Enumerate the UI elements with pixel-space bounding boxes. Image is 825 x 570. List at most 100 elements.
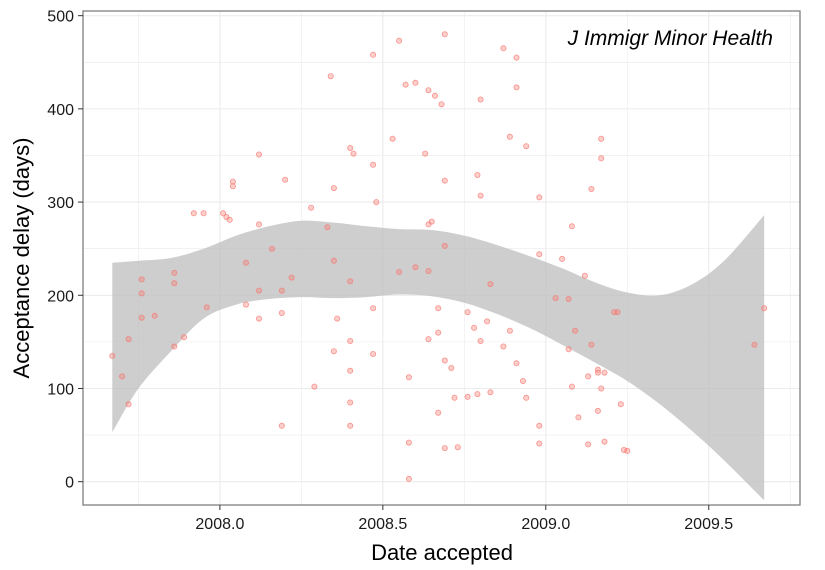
data-point (278, 287, 285, 294)
data-point (506, 327, 513, 334)
data-point (474, 391, 481, 398)
y-tick-label: 500 (47, 9, 74, 26)
data-point (242, 301, 249, 308)
data-point (559, 255, 566, 262)
data-point (536, 251, 543, 258)
data-point (268, 245, 275, 252)
y-axis-title: Acceptance delay (days) (9, 138, 34, 379)
data-point (448, 364, 455, 371)
x-tick-label: 2008.0 (195, 516, 244, 533)
data-point (396, 37, 403, 44)
data-point (484, 318, 491, 325)
data-point (119, 373, 126, 380)
data-point (347, 367, 354, 374)
panel-border (82, 10, 801, 506)
data-point (601, 438, 608, 445)
data-point (350, 150, 357, 157)
data-point (565, 346, 572, 353)
data-point (751, 341, 758, 348)
y-tick-label: 100 (47, 381, 74, 398)
data-point (477, 192, 484, 199)
data-point (278, 422, 285, 429)
data-point (229, 178, 236, 185)
data-point (761, 305, 768, 312)
data-point (373, 199, 380, 206)
data-point (330, 185, 337, 192)
data-point (565, 295, 572, 302)
data-point (425, 221, 432, 228)
data-point (617, 401, 624, 408)
data-point (588, 185, 595, 192)
data-point (412, 264, 419, 271)
data-point (464, 309, 471, 316)
data-point (422, 150, 429, 157)
data-point (425, 87, 432, 94)
data-point (552, 295, 559, 302)
data-point (523, 143, 530, 150)
data-point (347, 399, 354, 406)
scatter-points (109, 31, 768, 482)
data-point (477, 337, 484, 344)
data-point (441, 242, 448, 249)
data-point (513, 84, 520, 91)
x-tick-label: 2008.5 (358, 516, 407, 533)
data-point (282, 176, 289, 183)
data-point (151, 312, 158, 319)
data-point (138, 276, 145, 283)
data-point (171, 269, 178, 276)
x-tick-label: 2009.5 (684, 516, 733, 533)
data-point (513, 360, 520, 367)
data-point (451, 394, 458, 401)
data-point (575, 414, 582, 421)
data-point (255, 151, 262, 158)
data-point (441, 31, 448, 38)
data-point (431, 92, 438, 99)
data-point (523, 394, 530, 401)
x-axis: 2008.0 2008.5 2009.0 2009.5 (195, 505, 733, 533)
data-point (624, 447, 631, 454)
data-point (255, 287, 262, 294)
data-point (500, 343, 507, 350)
data-point (581, 272, 588, 279)
data-point (327, 73, 334, 80)
y-tick-label: 200 (47, 288, 74, 305)
data-point (614, 309, 621, 316)
data-point (242, 259, 249, 266)
smooth-confidence-band (112, 215, 765, 501)
data-point (402, 81, 409, 88)
data-point (255, 315, 262, 322)
data-point (471, 324, 478, 331)
data-point (506, 133, 513, 140)
x-axis-title: Date accepted (371, 540, 513, 565)
y-tick-label: 300 (47, 195, 74, 212)
data-point (334, 315, 341, 322)
data-point (203, 304, 210, 311)
data-point (229, 183, 236, 190)
data-point (425, 267, 432, 274)
data-point (441, 357, 448, 364)
data-point (370, 161, 377, 168)
data-point (454, 444, 461, 451)
data-point (125, 336, 132, 343)
data-point (347, 278, 354, 285)
y-tick-label: 0 (65, 475, 74, 492)
data-point (288, 274, 295, 281)
chart-annotation: J Immigr Minor Health (567, 27, 773, 50)
data-point (588, 341, 595, 348)
confidence-band (112, 215, 765, 501)
data-point (464, 393, 471, 400)
data-point (585, 373, 592, 380)
data-point (370, 51, 377, 58)
data-point (520, 377, 527, 384)
data-point (435, 329, 442, 336)
data-point (500, 45, 507, 52)
data-point (435, 409, 442, 416)
data-point (171, 280, 178, 287)
data-point (190, 210, 197, 217)
y-axis: 0 100 200 300 400 500 (47, 9, 83, 492)
data-point (370, 350, 377, 357)
data-point (324, 224, 331, 231)
data-point (477, 96, 484, 103)
data-point (568, 383, 575, 390)
